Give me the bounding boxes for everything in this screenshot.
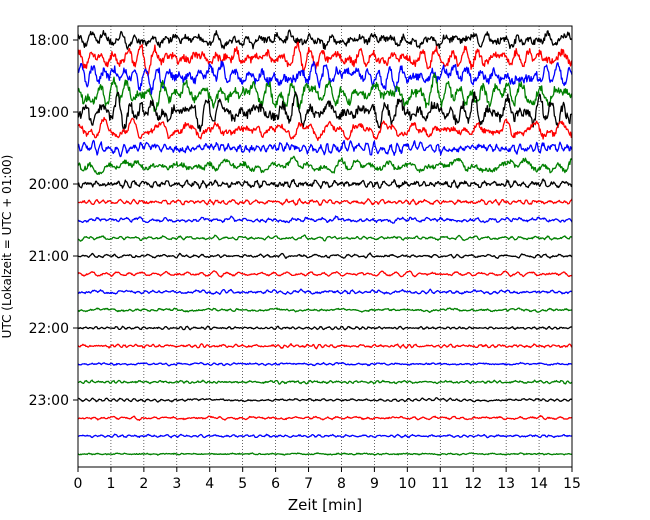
trace-line [78,307,572,313]
x-tick-label: 7 [304,476,313,492]
trace-line [78,361,572,367]
x-axis-label: Zeit [min] [288,496,362,514]
plot-area [78,26,572,467]
y-tick-label: 21:00 [29,249,69,265]
x-axis: 0 1 2 3 4 5 6 7 8 9 10 11 12 13 14 15 [74,467,581,492]
traces [78,29,572,456]
x-tick-label: 14 [530,476,548,492]
trace-line [78,29,572,51]
y-axis-label: UTC (Lokalzeit = UTC + 01:00) [0,155,14,339]
x-tick-label: 6 [271,476,280,492]
y-axis: 18:00 19:00 20:00 21:00 22:00 23:00 [29,33,78,409]
y-tick-label: 22:00 [29,321,69,337]
y-tick-label: 19:00 [29,105,69,121]
y-tick-label: 20:00 [29,177,69,193]
trace-line [78,60,572,95]
trace-line [78,414,572,422]
y-tick-label: 23:00 [29,393,69,409]
trace-line [78,433,572,439]
x-tick-label: 4 [205,476,214,492]
trace-line [78,215,572,224]
trace-line [78,234,572,242]
trace-line [78,397,572,403]
plot-frame [77,25,573,468]
trace-line [78,198,572,206]
x-tick-label: 2 [139,476,148,492]
trace-line [78,41,572,77]
trace-line [78,116,572,142]
trace-line [78,288,572,295]
x-tick-label: 11 [431,476,449,492]
x-tick-label: 0 [74,476,83,492]
x-tick-label: 3 [172,476,181,492]
x-tick-label: 8 [337,476,346,492]
trace-line [78,325,572,331]
trace-line [78,139,572,158]
x-tick-label: 15 [563,476,581,492]
trace-line [78,91,572,132]
y-tick-label: 18:00 [29,33,69,49]
x-tick-label: 12 [464,476,482,492]
trace-line [78,252,572,259]
trace-line [78,72,572,112]
trace-line [78,343,572,350]
trace-line [78,155,572,175]
x-tick-label: 5 [238,476,247,492]
trace-line [78,379,572,385]
x-tick-label: 10 [398,476,416,492]
trace-line [78,270,572,278]
trace-line [78,452,572,456]
x-tick-label: 13 [497,476,515,492]
trace-line [78,178,572,190]
x-tick-label: 9 [370,476,379,492]
x-tick-label: 1 [106,476,115,492]
